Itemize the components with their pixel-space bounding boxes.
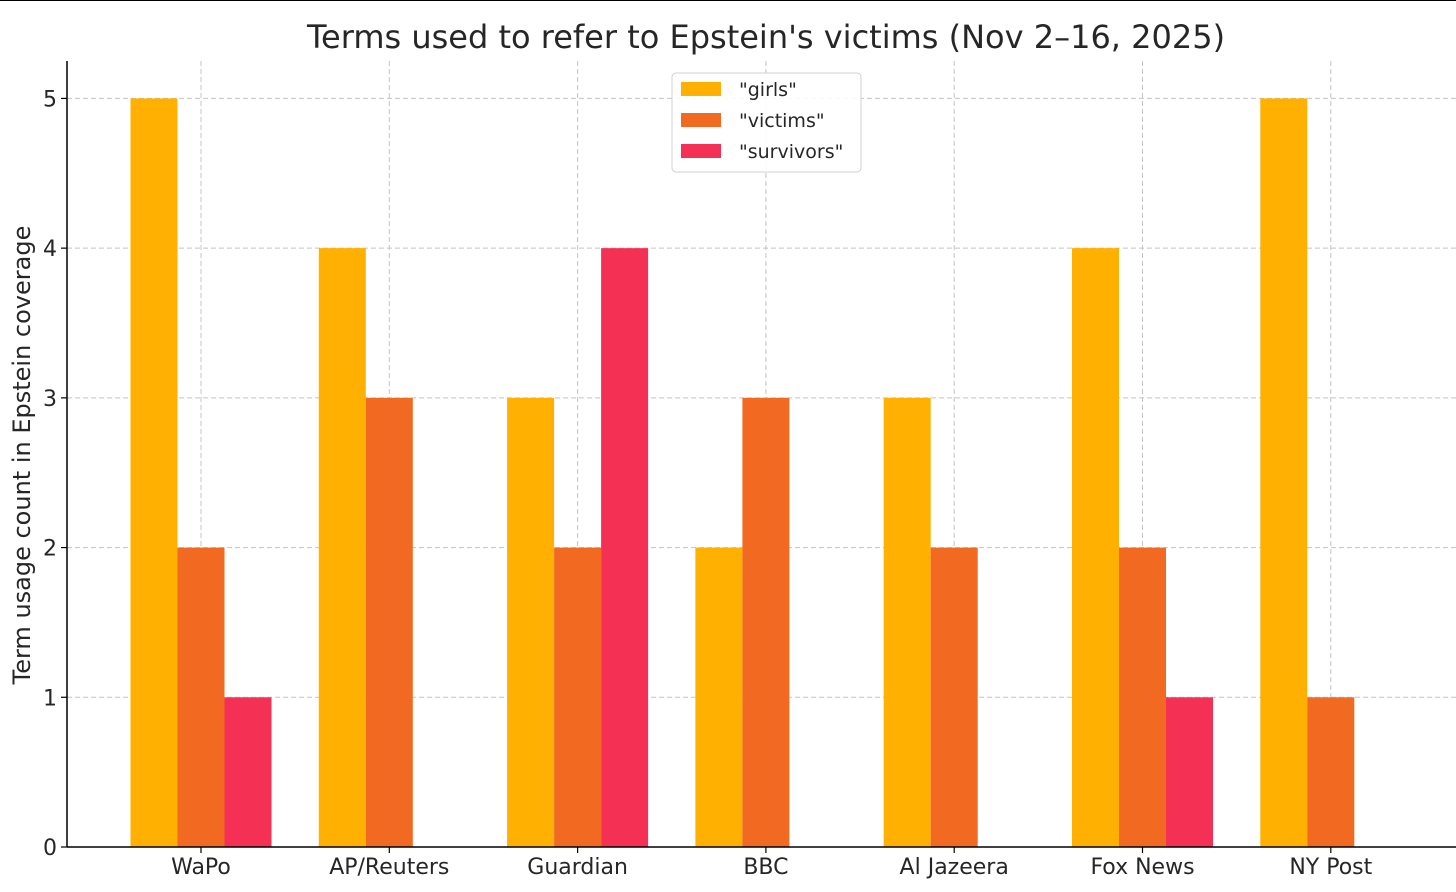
legend-swatch (681, 144, 721, 158)
bar (742, 397, 790, 847)
bar (601, 248, 649, 848)
bar (695, 547, 743, 847)
bar (318, 248, 366, 848)
axes (0, 0, 1456, 848)
legend-entry: "survivors" (739, 141, 843, 163)
x-tick-label: Al Jazeera (900, 855, 1009, 880)
x-tick-label: BBC (743, 855, 788, 880)
x-tick-label: NY Post (1289, 855, 1372, 880)
legend: "girls" "victims" "survivors" (671, 72, 862, 173)
bar (1119, 547, 1166, 847)
bar (224, 697, 272, 847)
y-tick-label: 3 (43, 387, 57, 412)
bar (177, 547, 225, 847)
bar (554, 547, 602, 847)
y-tick-label: 4 (43, 237, 57, 262)
legend-entry: "victims" (739, 110, 825, 132)
bars-group (130, 98, 1355, 848)
x-tick-label: Guardian (527, 855, 628, 880)
bar (130, 98, 178, 847)
legend-entry: "girls" (739, 79, 797, 101)
y-tick-label: 0 (43, 836, 57, 861)
bar (930, 547, 978, 847)
y-tick-label: 5 (43, 87, 57, 112)
bar (883, 397, 931, 847)
bar (507, 397, 555, 847)
y-tick-label: 2 (43, 537, 57, 562)
x-tick-label: AP/Reuters (329, 855, 449, 880)
bar (365, 397, 413, 847)
x-tick-label: WaPo (171, 855, 231, 880)
legend-swatch (681, 113, 721, 127)
bar (1307, 697, 1355, 847)
bar (1072, 248, 1119, 848)
chart-title: Terms used to refer to Epstein's victims… (306, 18, 1225, 56)
y-tick-label: 1 (43, 686, 57, 711)
bar (1260, 98, 1308, 847)
x-tick-label: Fox News (1090, 855, 1194, 880)
y-ticks: 0 1 2 3 4 5 (43, 87, 67, 861)
bar (1166, 697, 1213, 847)
legend-swatch (681, 82, 721, 96)
y-axis-label: Term usage count in Epstein coverage (8, 226, 36, 686)
x-ticks: WaPo AP/Reuters Guardian BBC Al Jazeera Fox N… (171, 847, 1373, 880)
